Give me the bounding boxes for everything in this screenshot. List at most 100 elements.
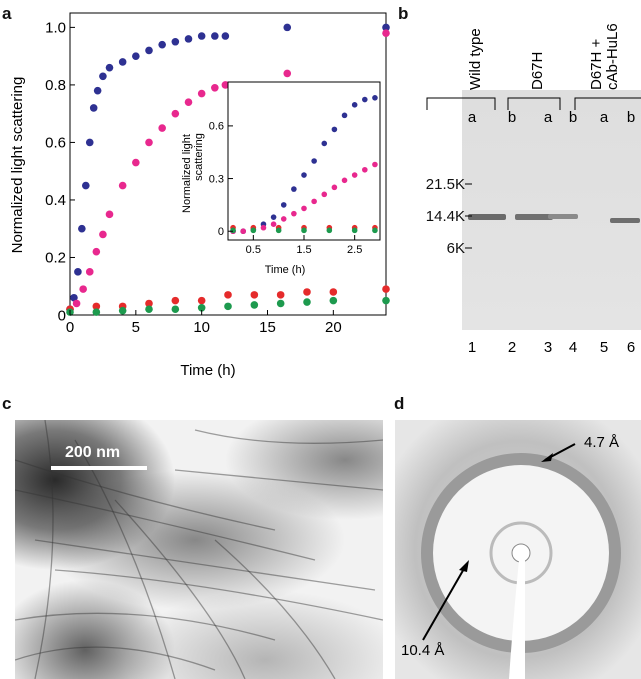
data-point bbox=[326, 227, 333, 234]
data-point bbox=[341, 112, 348, 119]
data-point bbox=[321, 191, 328, 198]
sub-label-3: a bbox=[544, 109, 553, 126]
data-point bbox=[372, 227, 378, 234]
sub-label-5: a bbox=[600, 109, 609, 126]
bracket-d67h bbox=[507, 97, 561, 110]
data-point bbox=[78, 224, 86, 233]
data-point bbox=[275, 227, 282, 234]
y-tick-label: 0.4 bbox=[45, 192, 66, 209]
data-point bbox=[145, 299, 153, 308]
data-point bbox=[362, 96, 368, 103]
panel-letter-d: d bbox=[394, 394, 405, 413]
data-point bbox=[331, 184, 338, 191]
data-point bbox=[270, 214, 277, 220]
beam-stop-arm bbox=[509, 560, 525, 679]
marker-6k: 6K bbox=[446, 240, 465, 257]
data-point bbox=[230, 227, 236, 234]
data-point bbox=[197, 296, 206, 305]
arrow-head-4-7 bbox=[541, 453, 553, 462]
marker-21-5k: 21.5K bbox=[425, 176, 465, 193]
data-point bbox=[382, 285, 390, 293]
light-scattering-chart: 0 5 10 15 20 0 0.2 0.4 0.6 0.8 1.0 Time (h) Normal… bbox=[9, 12, 390, 379]
data-point bbox=[72, 299, 81, 308]
data-point bbox=[158, 40, 166, 49]
data-point bbox=[145, 305, 153, 314]
x-axis-label: Time (h) bbox=[180, 362, 235, 379]
data-point bbox=[82, 181, 90, 190]
beam-stop bbox=[511, 543, 531, 563]
data-point bbox=[382, 29, 390, 37]
data-point bbox=[303, 298, 311, 306]
band-lane-1 bbox=[468, 214, 506, 220]
lane-number-2: 2 bbox=[508, 339, 516, 356]
panel-letter-b: b bbox=[398, 4, 409, 23]
lane-number-1: 1 bbox=[468, 339, 476, 356]
band-lane-3 bbox=[548, 214, 578, 219]
data-point bbox=[372, 161, 378, 168]
x-tick-label: 5 bbox=[132, 319, 140, 336]
group-wild-type: Wild type bbox=[467, 28, 484, 90]
x-tick-label: 1.5 bbox=[296, 244, 311, 256]
lane-number-3: 3 bbox=[544, 339, 552, 356]
data-point bbox=[118, 58, 127, 66]
data-point bbox=[184, 35, 193, 43]
group-d67h-plus: D67H + bbox=[588, 38, 605, 90]
data-point bbox=[303, 288, 311, 296]
data-point bbox=[280, 216, 287, 222]
y-axis-label: Normalized light scattering bbox=[9, 77, 26, 254]
data-point bbox=[93, 86, 102, 95]
scale-bar bbox=[51, 466, 147, 470]
data-point bbox=[291, 210, 297, 217]
data-point bbox=[301, 172, 307, 178]
data-point bbox=[105, 210, 114, 219]
data-point bbox=[171, 109, 180, 118]
data-point bbox=[211, 32, 219, 40]
data-point bbox=[92, 308, 101, 316]
lane-number-5: 5 bbox=[600, 339, 608, 356]
sub-label-2: b bbox=[508, 109, 516, 126]
data-point bbox=[118, 181, 127, 190]
lane-number-4: 4 bbox=[569, 339, 577, 356]
x-tick-label: 2.5 bbox=[347, 244, 362, 256]
data-point bbox=[211, 83, 219, 92]
data-point bbox=[79, 285, 87, 293]
y-tick-label: 0.8 bbox=[45, 77, 66, 94]
arrow-10-4 bbox=[422, 566, 466, 641]
data-point bbox=[283, 23, 292, 32]
inset-y-axis-label: Normalized light scattering bbox=[181, 131, 205, 213]
data-point bbox=[240, 228, 246, 235]
x-tick-label: 0 bbox=[66, 319, 74, 336]
inset-frame bbox=[227, 81, 381, 241]
data-point bbox=[329, 296, 338, 305]
data-point bbox=[184, 98, 193, 106]
data-point bbox=[372, 95, 378, 101]
diffraction-panel: 4.7 Å 10.4 Å bbox=[395, 420, 641, 679]
sub-label-1: a bbox=[468, 109, 477, 126]
diffraction-pattern: 4.7 Å 10.4 Å bbox=[395, 420, 641, 679]
x-tick-label: 15 bbox=[259, 319, 276, 336]
inset-y-axis-label-line1: Normalized light bbox=[181, 134, 193, 213]
fibril-texture bbox=[15, 420, 383, 679]
plot-frame bbox=[69, 12, 387, 316]
y-tick-label: 0.6 bbox=[209, 121, 224, 133]
scale-bar-label: 200 nm bbox=[65, 444, 121, 461]
x-tick-label: 20 bbox=[325, 319, 342, 336]
data-point bbox=[197, 304, 206, 312]
data-point bbox=[250, 301, 259, 309]
data-point bbox=[351, 102, 358, 108]
electron-micrograph: 200 nm bbox=[15, 420, 383, 679]
y-tick-label: 0.2 bbox=[45, 250, 66, 267]
lane-number-6: 6 bbox=[627, 339, 635, 356]
y-tick-label: 1.0 bbox=[45, 20, 66, 37]
gel-background bbox=[462, 90, 641, 330]
inset-x-axis-label: Time (h) bbox=[265, 264, 306, 276]
data-point bbox=[221, 81, 230, 89]
data-point bbox=[221, 32, 230, 40]
data-point bbox=[311, 198, 317, 205]
data-point bbox=[171, 37, 180, 46]
data-point bbox=[329, 288, 338, 296]
data-point bbox=[382, 296, 390, 305]
sub-label-6: b bbox=[627, 109, 635, 126]
group-cab-hul6: cAb-HuL6 bbox=[604, 23, 621, 90]
data-point bbox=[85, 268, 94, 276]
